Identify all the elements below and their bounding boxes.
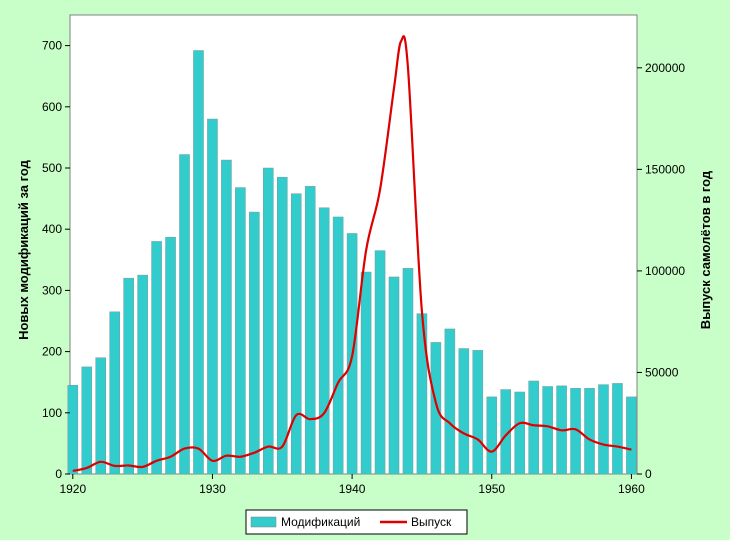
bar	[151, 241, 162, 475]
y-tick-label: 300	[42, 283, 62, 297]
bar	[81, 366, 93, 475]
y-tick-label: 100	[42, 406, 62, 420]
x-tick-label: 1960	[618, 482, 645, 496]
x-tick-label: 1940	[339, 482, 366, 496]
bar	[109, 311, 120, 475]
legend-box	[245, 509, 468, 535]
bar	[318, 207, 330, 475]
bar	[95, 357, 107, 475]
bar	[123, 277, 134, 475]
bar	[304, 186, 316, 475]
y2-tick-label: 0	[645, 467, 652, 481]
y-tick-label: 600	[42, 100, 62, 114]
y2-tick-label: 100000	[645, 264, 685, 278]
bar	[598, 384, 609, 475]
legend-swatch-bars	[250, 516, 277, 528]
bar	[332, 216, 344, 475]
bar	[528, 380, 539, 475]
bar	[360, 271, 372, 475]
bar	[458, 348, 470, 475]
y-tick-label: 200	[42, 345, 62, 359]
bar	[221, 159, 232, 475]
bar	[179, 154, 190, 475]
y-axis-title-right: Выпуск самолётов в год	[698, 170, 713, 329]
bar	[472, 350, 484, 475]
bar	[612, 383, 623, 475]
bar	[626, 396, 637, 475]
bar	[430, 342, 442, 475]
bar	[402, 268, 414, 475]
y-tick-label: 500	[42, 161, 62, 175]
bar	[207, 118, 218, 475]
y-axis-title-left: Новых модификаций за год	[16, 159, 31, 340]
legend: Модификаций Выпуск	[245, 509, 468, 535]
bar	[486, 396, 498, 475]
x-tick-label: 1950	[478, 482, 505, 496]
bar	[67, 385, 79, 475]
bar	[137, 274, 148, 475]
bar	[388, 276, 400, 475]
y2-tick-label: 150000	[645, 162, 685, 176]
bar	[277, 176, 288, 475]
bar	[263, 167, 274, 475]
y-tick-label: 400	[42, 222, 62, 236]
y2-tick-label: 50000	[645, 365, 679, 379]
bar	[165, 236, 176, 475]
y2-tick-label: 200000	[645, 61, 685, 75]
bar	[290, 193, 302, 475]
bar	[500, 389, 512, 475]
y-tick-label: 0	[55, 467, 62, 481]
x-tick-label: 1920	[59, 482, 86, 496]
bar	[514, 391, 525, 475]
bar	[584, 388, 595, 475]
bar	[374, 250, 386, 475]
legend-label-bars: Модификаций	[281, 515, 360, 529]
axis-ticks: 0 100 200 300 400 500 600 700 0 50000 100000 150000…	[42, 39, 685, 496]
bar	[444, 328, 456, 475]
line-series-output	[72, 35, 632, 473]
bar	[235, 187, 246, 475]
bar	[193, 50, 204, 475]
x-tick-label: 1930	[199, 482, 226, 496]
y-tick-label: 700	[42, 39, 62, 53]
legend-label-line: Выпуск	[411, 515, 452, 529]
bar	[249, 211, 260, 475]
bar	[542, 386, 553, 475]
